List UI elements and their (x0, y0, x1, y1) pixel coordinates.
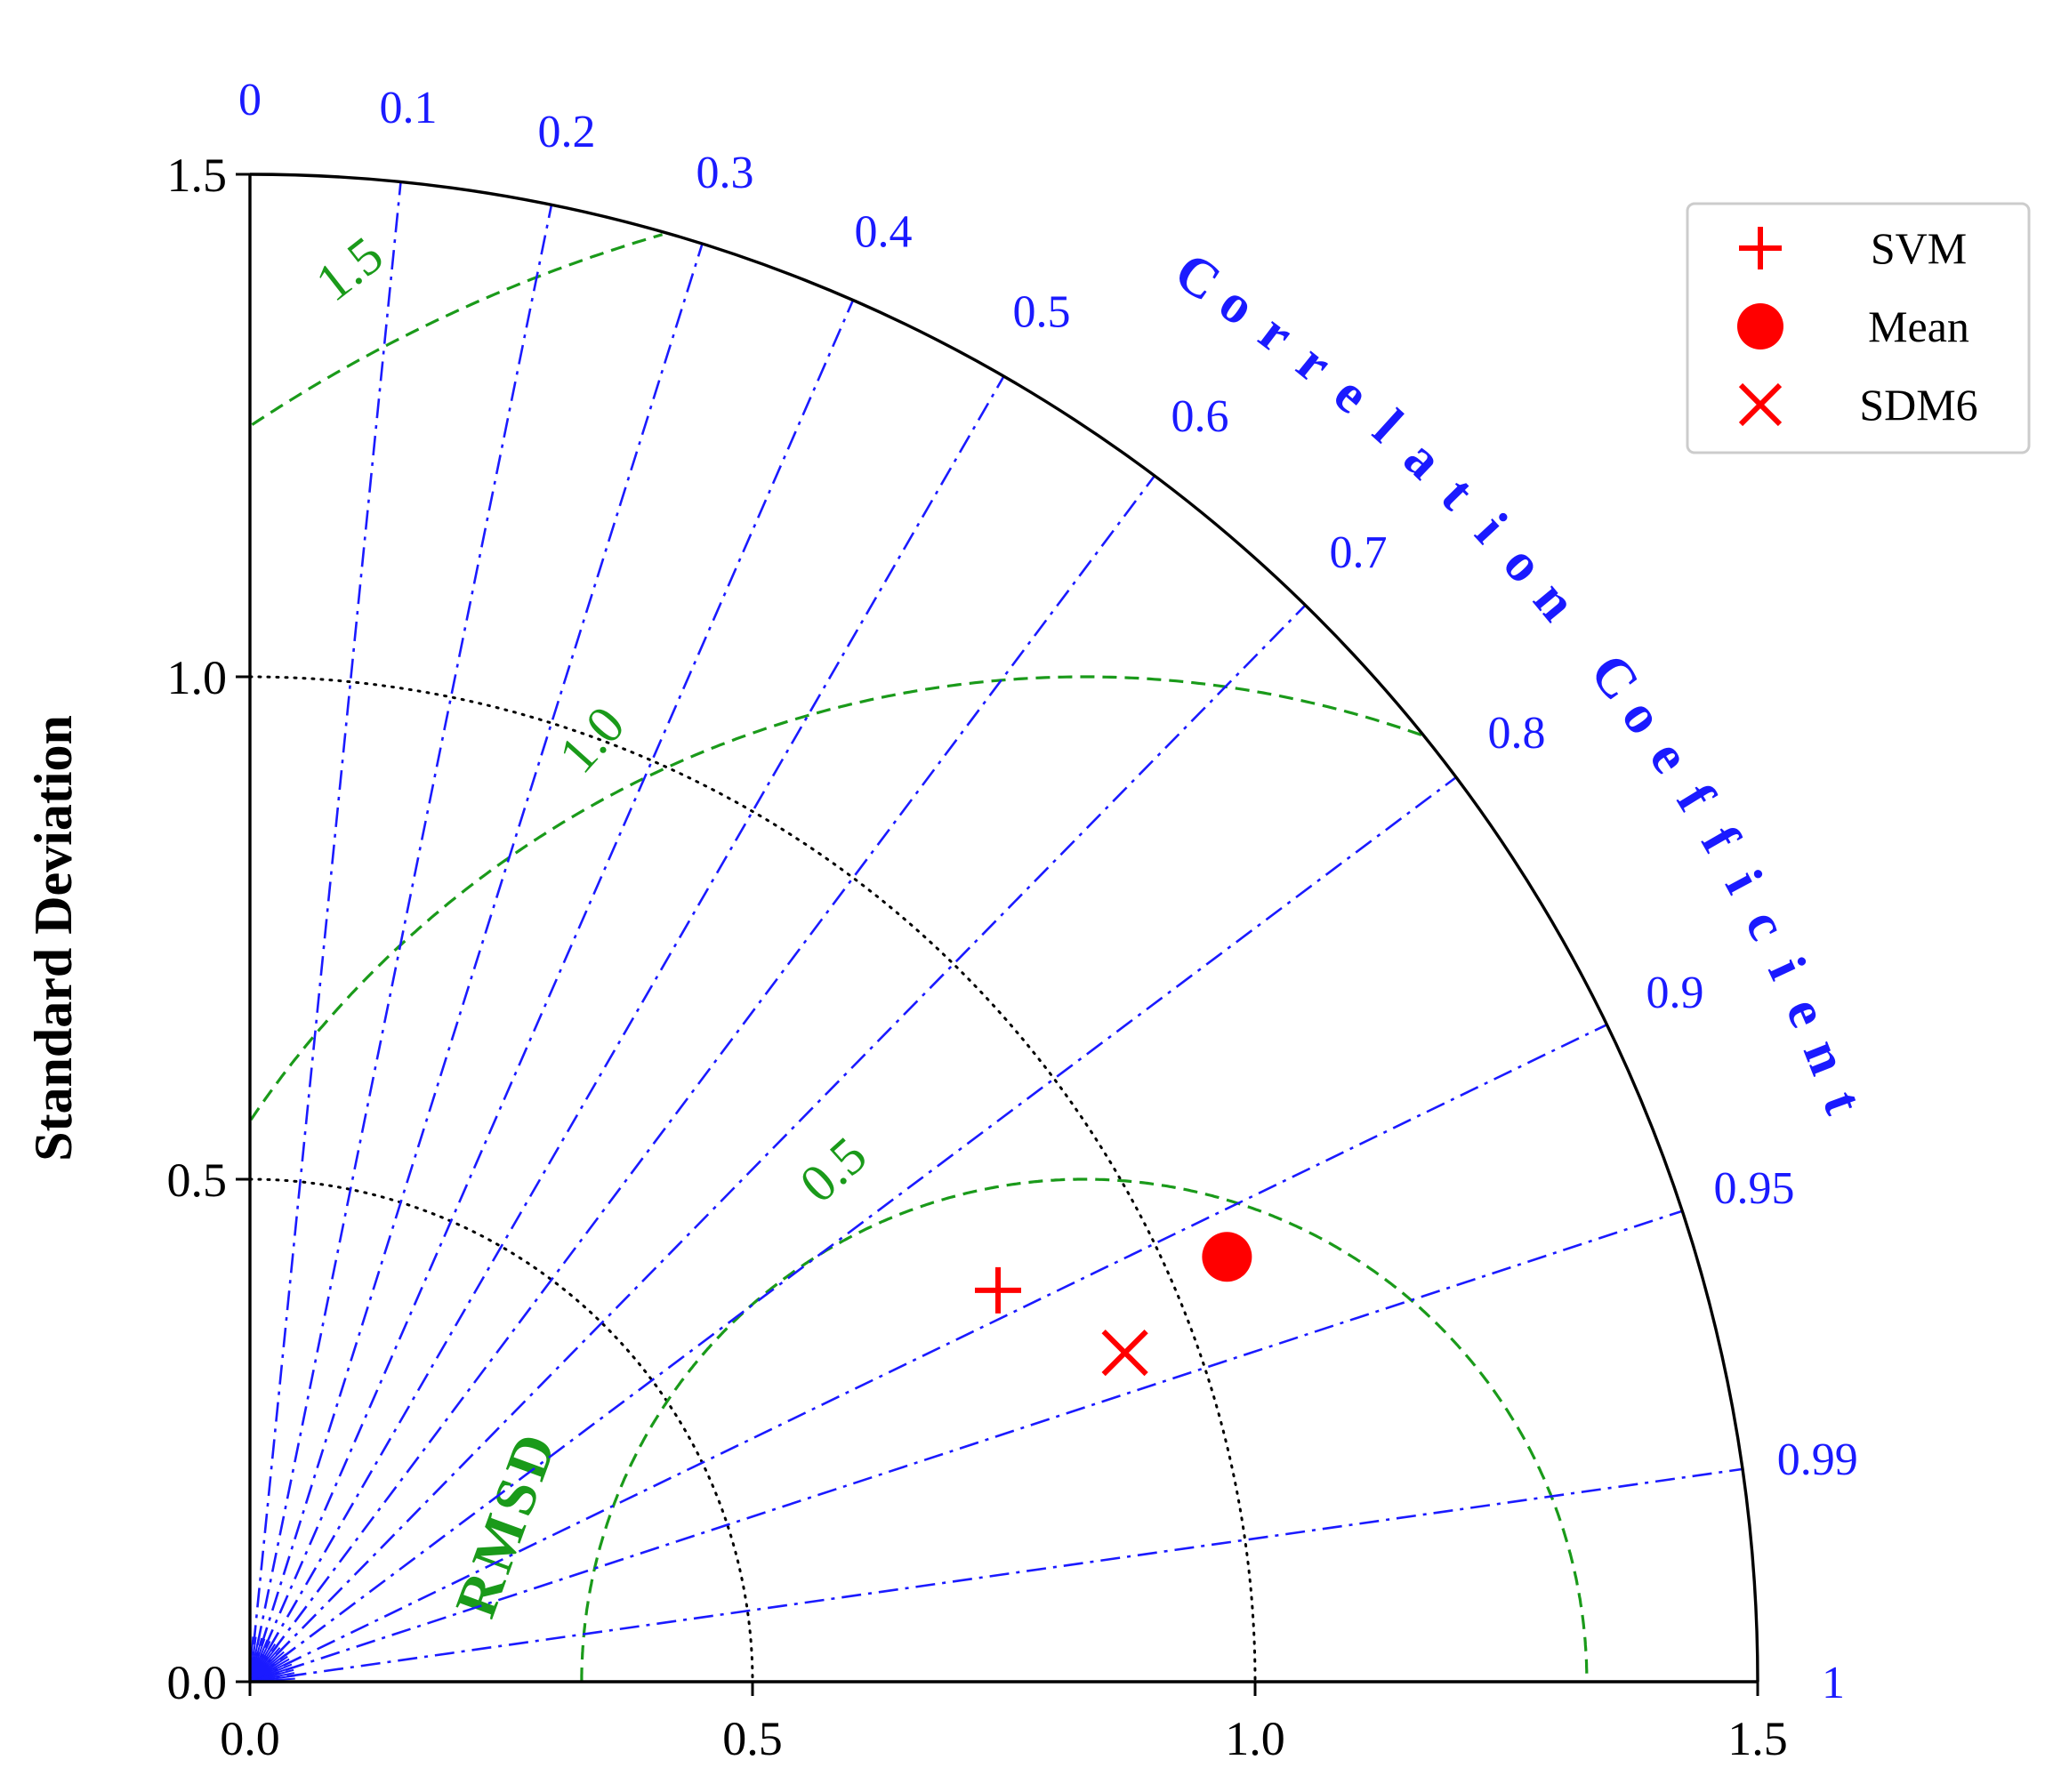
correlation-title-char: o (1492, 534, 1556, 594)
correlation-ray (248, 299, 855, 1683)
x-tick-label: 0.0 (220, 1712, 280, 1765)
correlation-title-char: n (1791, 1032, 1859, 1082)
correlation-tick-label: 1 (1822, 1658, 1845, 1708)
y-axis-title: Standard Deviation (24, 715, 83, 1161)
correlation-title-char: f (1689, 816, 1751, 864)
correlation-ray (248, 475, 1156, 1683)
correlation-tick-label: 0.7 (1330, 527, 1388, 578)
correlation-tick-label: 0.8 (1488, 708, 1546, 759)
marker-circle (1737, 303, 1783, 350)
marker-circle (1202, 1232, 1252, 1282)
correlation-title-char: t (1429, 465, 1485, 521)
correlation-tick-label: 0.95 (1714, 1163, 1795, 1214)
rmsd-contour (251, 233, 664, 426)
data-point-mean (1202, 1232, 1252, 1282)
y-tick-label: 1.0 (167, 651, 228, 704)
correlation-tick-label: 0.2 (538, 107, 596, 157)
legend-label: Mean (1868, 301, 1969, 351)
correlation-rays: 0 0.1 0.20.30.40.50.60.70.80.90.950.991Cor… (238, 75, 1874, 1708)
legend-label: SVM (1871, 223, 1967, 273)
y-tick-label: 0.0 (167, 1656, 228, 1709)
correlation-tick-label: 0.4 (855, 207, 913, 258)
legend-marker-sdm6 (1738, 382, 1783, 427)
correlation-title-char: i (1713, 861, 1774, 903)
correlation-ray (248, 375, 1005, 1683)
correlation-tick-label: 0.6 (1171, 391, 1229, 442)
y-tick-label: 0.5 (167, 1153, 228, 1207)
correlation-ray (249, 1467, 1743, 1684)
correlation-title-char: e (1774, 989, 1839, 1035)
marker-x-b (1101, 1329, 1148, 1377)
legend-marker-mean (1737, 303, 1783, 350)
std-gridlines (248, 675, 1257, 1684)
correlation-title-char: a (1392, 428, 1453, 491)
correlation-ray (249, 1023, 1608, 1684)
correlation-title-char: i (1464, 502, 1519, 555)
legend-marker-svm (1739, 227, 1782, 269)
std-ticks: 0.00.0 0.5 0.5 1.0 1.0 1.5 1.5 (167, 149, 1788, 1765)
correlation-tick-label: 0.5 (1013, 286, 1071, 337)
data-point-sdm6 (1101, 1329, 1148, 1377)
y-tick-label: 1.5 (167, 149, 228, 202)
std-gridline (248, 1177, 754, 1684)
correlation-tick-label: 0.9 (1646, 968, 1704, 1018)
correlation-ray (248, 181, 402, 1683)
correlation-title-char: i (1756, 949, 1817, 988)
correlation-title-char: e (1638, 730, 1702, 783)
rmsd-contour (580, 1177, 1589, 1682)
x-tick-label: 0.5 (722, 1712, 783, 1765)
data-points (974, 1232, 1252, 1377)
correlation-ray (249, 604, 1307, 1683)
correlation-title-char: n (1522, 570, 1588, 632)
legend: SVM Mean SDM6 (1686, 202, 2031, 454)
correlation-title-char: r (1248, 302, 1304, 366)
correlation-title-char: r (1285, 333, 1342, 395)
correlation-title-char: e (1323, 364, 1381, 426)
correlation-tick-label: 0.3 (696, 148, 754, 198)
outer-arc (249, 173, 1759, 1683)
correlation-ray (249, 1209, 1683, 1684)
correlation-tick-label: 0 (238, 75, 262, 125)
rmsd-label: 1.0 (548, 695, 636, 784)
legend-label: SDM6 (1859, 380, 1977, 430)
correlation-title-char: f (1665, 774, 1727, 822)
correlation-title-char: c (1734, 900, 1799, 949)
correlation-ray (249, 775, 1457, 1684)
correlation-ray (248, 243, 704, 1683)
rmsd-label: 0.5 (789, 1126, 878, 1214)
x-tick-label: 1.0 (1225, 1712, 1285, 1765)
correlation-tick-label: 0.99 (1777, 1434, 1858, 1485)
axes (248, 173, 1759, 1684)
x-tick-label: 1.5 (1727, 1712, 1788, 1765)
correlation-title-char: t (1811, 1083, 1874, 1121)
marker-x-b (1738, 382, 1783, 427)
correlation-title-char: l (1362, 398, 1413, 454)
correlation-tick-label: 0.1 (380, 83, 438, 133)
chart-labels: Standard Deviation (24, 715, 83, 1161)
rmsd-label: 1.5 (305, 225, 394, 312)
data-point-svm (974, 1266, 1021, 1314)
correlation-ray (248, 204, 553, 1683)
